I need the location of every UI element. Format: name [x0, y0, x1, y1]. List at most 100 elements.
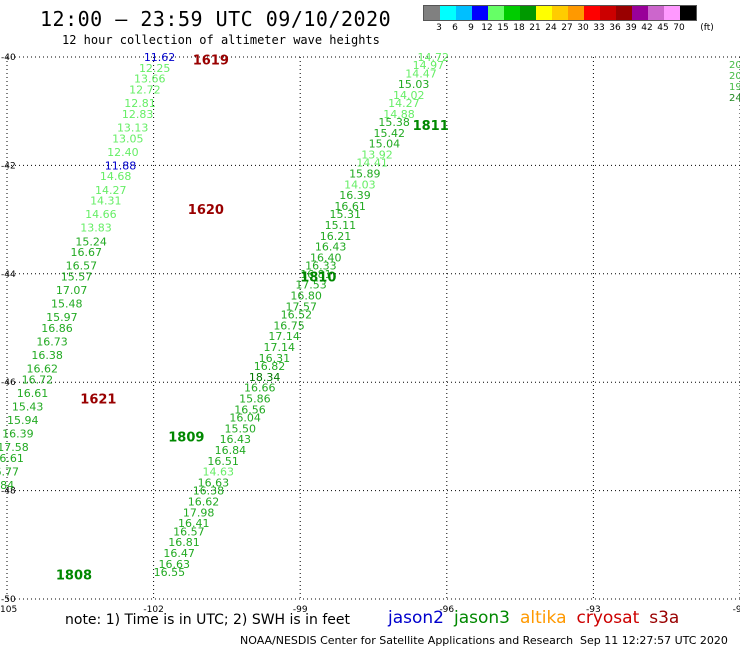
legend-label: 39	[625, 23, 637, 33]
satellite-legend-item: cryosat	[576, 608, 640, 628]
legend-swatch	[584, 6, 600, 20]
swh-data-point: 16.61	[0, 452, 24, 465]
x-tick-label: -96	[439, 605, 454, 615]
units-note: note: 1) Time is in UTC; 2) SWH is in fe…	[65, 612, 351, 628]
pass-time-label: 1619	[193, 54, 229, 69]
swh-data-point: 14.02	[393, 89, 425, 102]
swh-data-point: 16.31	[259, 352, 291, 365]
y-tick-label: -42	[1, 161, 16, 171]
swh-data-point: 16.84	[215, 444, 247, 457]
legend-labels: 3 6 9 12 15 18 21 24 27 30 33 36 39 42 45 70 (ft)	[423, 21, 714, 35]
swh-data-point: 17.53	[295, 279, 327, 292]
pass-time-label: 1810	[300, 271, 336, 286]
swh-data-point: 16.67	[71, 246, 103, 259]
swh-data-point: 16.21	[320, 230, 352, 243]
edge-data-label: 19	[729, 82, 740, 93]
legend-label: 9	[468, 23, 474, 33]
swh-data-point: 16.72	[22, 373, 54, 386]
legend-label: 3	[436, 23, 442, 33]
swh-data-point: 16.62	[188, 495, 220, 508]
legend-label: 42	[641, 23, 653, 33]
swh-data-point: 16.75	[273, 319, 305, 332]
legend-label: 15	[497, 23, 509, 33]
swh-data-point: 16.40	[310, 252, 342, 265]
pass-time-label: 1809	[168, 430, 204, 445]
swh-data-point: 12.81	[124, 97, 156, 110]
swh-data-point: 15.38	[378, 116, 410, 129]
swh-data-point: 15.97	[46, 311, 78, 324]
edge-data-label: 20	[729, 71, 740, 82]
swh-data-point: 17.57	[286, 300, 318, 313]
swh-data-point: 17.58	[0, 441, 29, 454]
pass-time-label: 1621	[80, 392, 116, 407]
legend-label: 12	[481, 23, 493, 33]
swh-data-point: 12.40	[107, 146, 139, 159]
legend-label: 18	[513, 23, 525, 33]
legend-swatch	[680, 6, 696, 20]
swh-data-point: 16.38	[193, 485, 225, 498]
swh-data-point: 11.88	[105, 159, 137, 172]
satellite-legend-item: jason2	[388, 608, 444, 628]
legend-swatch	[568, 6, 584, 20]
pass-time-label: 1620	[188, 203, 224, 218]
chart-subtitle: 12 hour collection of altimeter wave hei…	[62, 33, 380, 47]
pass-time-label: 1808	[56, 569, 92, 584]
swh-data-point: 16.62	[27, 363, 59, 376]
x-tick-label: -102	[143, 605, 163, 615]
swh-data-point: 16.66	[244, 382, 276, 395]
edge-data-label: 24	[729, 93, 740, 104]
swh-data-point: 16.57	[173, 525, 205, 538]
y-tick-label: -48	[1, 487, 16, 497]
swh-data-point: 16.38	[31, 349, 63, 362]
chart-title: 12:00 — 23:59 UTC 09/10/2020	[40, 7, 392, 31]
swh-data-point: 15.04	[369, 138, 401, 151]
swh-data-point: 16.56	[234, 403, 265, 416]
edge-data-label: 20	[729, 60, 740, 71]
swh-data-point: 17.98	[183, 506, 215, 519]
legend-swatches	[423, 5, 697, 21]
swh-data-point: 16.63	[158, 558, 190, 571]
swh-data-point: 14.68	[100, 170, 132, 183]
legend-label: 21	[529, 23, 541, 33]
legend-label: 33	[593, 23, 605, 33]
swh-data-point: 15.50	[224, 422, 256, 435]
swh-data-point: 12.83	[122, 108, 154, 121]
swh-data-point: 15.94	[7, 414, 39, 427]
swh-data-point: 16.77	[0, 466, 19, 479]
swh-data-point: 16.81	[168, 536, 200, 549]
swh-data-point: 15.42	[374, 127, 406, 140]
swh-data-point: 15.24	[75, 235, 107, 248]
swh-data-point: 16.39	[2, 428, 34, 441]
satellite-legend: jason2 jason3 altika cryosat s3a	[388, 608, 689, 628]
legend-label: 6	[452, 23, 458, 33]
swh-data-point: 14.41	[356, 157, 388, 170]
swh-data-point: 16.43	[220, 433, 252, 446]
legend-swatch	[600, 6, 616, 20]
legend-swatch	[616, 6, 632, 20]
footer-source: NOAA/NESDIS Center for Satellite Applica…	[240, 634, 574, 647]
satellite-legend-item: jason3	[454, 608, 510, 628]
legend-label: 70	[673, 23, 685, 33]
x-tick-label: -99	[293, 605, 308, 615]
legend-swatch	[456, 6, 472, 20]
swh-data-point: 16.51	[207, 455, 239, 468]
legend-swatch	[536, 6, 552, 20]
swh-data-point: 14.88	[383, 108, 415, 121]
swh-data-point: 18.34	[249, 371, 281, 384]
legend-swatch	[424, 6, 440, 20]
swh-data-point: 16.47	[163, 547, 195, 560]
swh-data-point: 16.33	[305, 260, 337, 273]
x-tick-label: -105	[0, 605, 17, 615]
swh-data-point: 14.97	[413, 59, 445, 72]
swh-data-point: 11.62	[144, 51, 176, 64]
y-tick-label: -46	[1, 378, 16, 388]
swh-data-point: 14.47	[405, 67, 437, 80]
x-tick-label: -93	[586, 605, 601, 615]
legend-label: 27	[561, 23, 573, 33]
swh-data-point: 15.86	[239, 392, 271, 405]
legend-label: 36	[609, 23, 621, 33]
legend-swatch	[504, 6, 520, 20]
swh-data-point: 16.55	[154, 566, 186, 579]
pass-time-label: 1811	[413, 119, 449, 134]
swh-data-point: 17.07	[56, 284, 88, 297]
